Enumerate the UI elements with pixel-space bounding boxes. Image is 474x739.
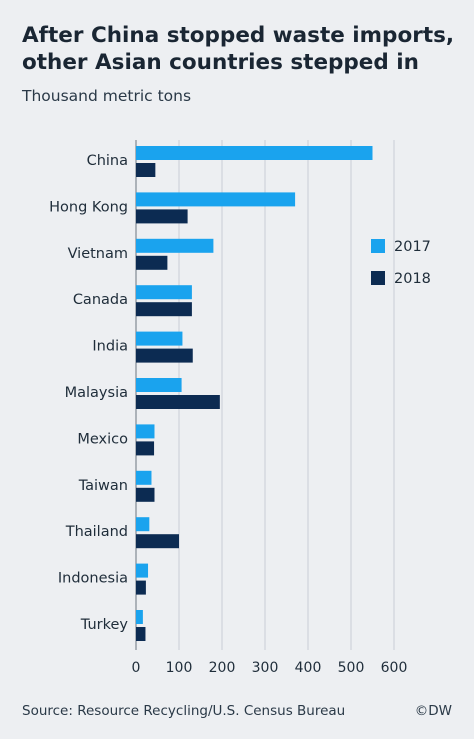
category-label: Canada [73,292,128,308]
category-label: Vietnam [68,246,128,262]
bar-malaysia-2018 [136,395,220,409]
category-label: India [92,339,128,355]
bar-india-2017 [136,331,183,346]
bar-indonesia-2017 [136,563,149,578]
legend-label-2018: 2018 [394,271,431,287]
category-label: Indonesia [58,571,128,587]
bars [136,146,373,641]
category-label: Thailand [65,524,128,540]
bar-china-2017 [136,146,373,160]
x-axis-ticks: 0 100 200 300 400 500 600 [132,660,408,676]
bar-vietnam-2017 [136,238,214,253]
bar-turkey-2018 [136,627,146,641]
bar-taiwan-2017 [136,470,152,485]
bar-hong-kong-2017 [136,192,296,207]
x-tick-label: 100 [166,660,193,676]
bar-india-2018 [136,348,193,363]
bar-malaysia-2017 [136,378,182,392]
bar-canada-2018 [136,302,192,317]
category-label: China [87,153,128,169]
legend: 2017 2018 [371,239,431,287]
chart-title: After China stopped waste imports, other… [22,23,455,75]
bar-taiwan-2018 [136,487,155,502]
bar-hong-kong-2018 [136,209,188,224]
legend-label-2017: 2017 [394,239,431,255]
source-note: Source: Resource Recycling/U.S. Census B… [22,703,346,719]
bar-canada-2017 [136,285,192,300]
bar-chart: China Hong Kong Vietnam Canada India Malaysia… [49,140,431,676]
category-label: Turkey [80,617,129,633]
category-label: Mexico [77,431,128,447]
legend-swatch-2018 [371,271,385,285]
bar-indonesia-2018 [136,580,146,595]
x-tick-label: 600 [381,660,408,676]
bar-mexico-2018 [136,441,155,456]
x-tick-label: 0 [132,660,141,676]
x-tick-label: 300 [252,660,279,676]
bar-thailand-2017 [136,517,150,532]
legend-swatch-2017 [371,239,385,253]
chart-subtitle: Thousand metric tons [22,87,192,105]
bar-thailand-2018 [136,534,179,549]
category-labels: China Hong Kong Vietnam Canada India Malaysia… [49,153,128,633]
category-label: Taiwan [78,478,128,494]
category-label: Hong Kong [49,199,128,215]
x-tick-label: 400 [295,660,322,676]
x-tick-label: 500 [338,660,365,676]
bar-turkey-2017 [136,610,143,624]
bar-china-2018 [136,163,156,177]
credit-logo-text: ©DW [414,703,452,719]
category-label: Malaysia [65,385,128,401]
x-tick-label: 200 [209,660,236,676]
bar-mexico-2017 [136,424,155,439]
bar-vietnam-2018 [136,255,168,270]
